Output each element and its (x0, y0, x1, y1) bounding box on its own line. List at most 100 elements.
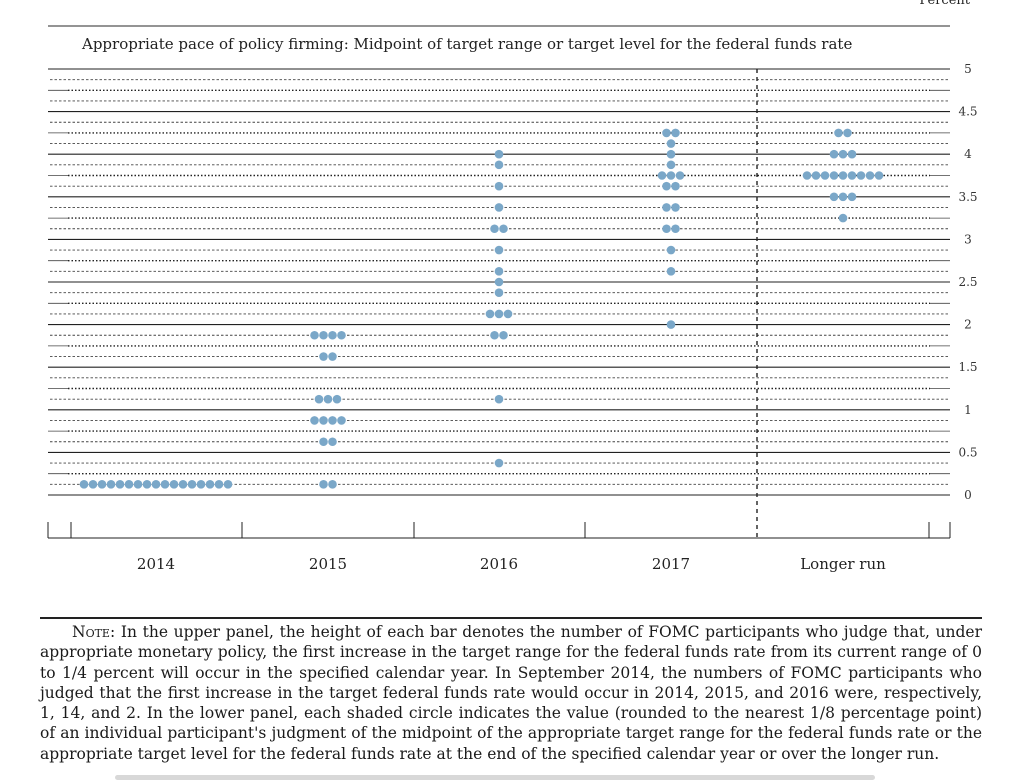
participant-dot (151, 480, 161, 489)
participant-dot (494, 160, 504, 170)
participant-dot (671, 224, 680, 234)
participant-dot (494, 288, 504, 297)
x-tick-label: 2016 (480, 555, 518, 573)
participant-dot (106, 480, 116, 489)
participant-dot (874, 171, 884, 180)
participant-dot (499, 330, 508, 340)
y-tick-label: 0 (964, 488, 972, 502)
y-tick-label: 1 (964, 403, 972, 417)
participant-dot (124, 480, 134, 489)
note-label: Note: (72, 623, 116, 641)
participant-dot (328, 437, 337, 447)
participant-dot (337, 330, 346, 340)
participant-dot (671, 128, 680, 138)
participant-dot (319, 437, 328, 447)
participant-dot (214, 480, 224, 489)
participant-dot (332, 394, 342, 404)
participant-dot (494, 458, 504, 468)
participant-dot (485, 309, 495, 319)
participant-dot (666, 267, 676, 276)
participant-dot (337, 416, 346, 425)
participant-dot (88, 480, 98, 489)
participant-dot (843, 128, 852, 138)
participant-dot (319, 330, 328, 340)
y-tick-label: 1.5 (958, 360, 977, 374)
participant-dot (503, 309, 513, 319)
participant-dot (328, 480, 337, 489)
participant-dot (223, 480, 233, 489)
unit-label: Percent (919, 0, 970, 8)
participant-dot (494, 309, 504, 319)
y-tick-label: 4.5 (958, 105, 977, 119)
participant-dot (829, 192, 839, 202)
participant-dot (310, 416, 319, 425)
participant-dot (662, 181, 671, 191)
participant-dot (160, 480, 170, 489)
participant-dot (662, 128, 671, 138)
participant-dot (494, 267, 504, 276)
participant-dot (666, 171, 676, 180)
participant-dot (829, 171, 839, 180)
participant-dot (205, 480, 215, 489)
participant-dot (187, 480, 197, 489)
participant-dot (328, 330, 337, 340)
x-tick-label: 2015 (309, 555, 347, 573)
participant-dot (838, 171, 848, 180)
gridlines (48, 68, 950, 538)
participant-dot (196, 480, 206, 489)
x-tick-label: 2017 (652, 555, 690, 573)
participant-dot (802, 171, 812, 180)
participant-dot (310, 330, 319, 340)
participant-dot (97, 480, 107, 489)
participant-dot (490, 224, 499, 234)
y-tick-label: 4 (964, 147, 972, 161)
participant-dot (79, 480, 89, 489)
y-tick-label: 3.5 (958, 190, 977, 204)
participant-dot (829, 149, 839, 159)
participant-dot (328, 416, 337, 425)
participant-dot (671, 203, 680, 212)
participant-dot (169, 480, 179, 489)
participant-dot (666, 245, 676, 255)
y-tick-label: 2.5 (958, 275, 977, 289)
participant-dot (838, 192, 848, 202)
horizontal-scrollbar[interactable] (115, 775, 875, 780)
chart-title: Appropriate pace of policy firming: Midp… (81, 35, 852, 53)
participant-dot (314, 394, 324, 404)
y-tick-label: 2 (964, 318, 972, 332)
participant-dot (494, 277, 504, 287)
dot-markers (79, 128, 884, 489)
participant-dot (494, 149, 504, 159)
participant-dot (142, 480, 152, 489)
participant-dot (847, 192, 857, 202)
participant-dot (494, 245, 504, 255)
participant-dot (494, 203, 504, 212)
participant-dot (847, 171, 857, 180)
participant-dot (811, 171, 821, 180)
participant-dot (662, 224, 671, 234)
participant-dot (494, 394, 504, 404)
y-tick-label: 3 (964, 232, 972, 246)
participant-dot (662, 203, 671, 212)
participant-dot (115, 480, 125, 489)
participant-dot (657, 171, 667, 180)
participant-dot (671, 181, 680, 191)
y-tick-label: 0.5 (958, 445, 977, 459)
participant-dot (838, 213, 848, 223)
y-tick-label: 5 (964, 62, 972, 76)
participant-dot (865, 171, 875, 180)
note-text: In the upper panel, the height of each b… (40, 623, 982, 763)
participant-dot (323, 394, 333, 404)
participant-dot (666, 320, 676, 329)
x-axis: 2014 2015 2016 2017 Longer run (47, 522, 951, 573)
participant-dot (666, 139, 676, 148)
participant-dot (178, 480, 188, 489)
participant-dot (856, 171, 866, 180)
note-rule (40, 617, 982, 619)
participant-dot (820, 171, 830, 180)
participant-dot (328, 352, 337, 361)
participant-dot (666, 160, 676, 170)
y-tick-labels: 0 0.5 1 1.5 2 2.5 3 3.5 4 4.5 5 (958, 62, 977, 502)
participant-dot (499, 224, 508, 234)
participant-dot (133, 480, 143, 489)
